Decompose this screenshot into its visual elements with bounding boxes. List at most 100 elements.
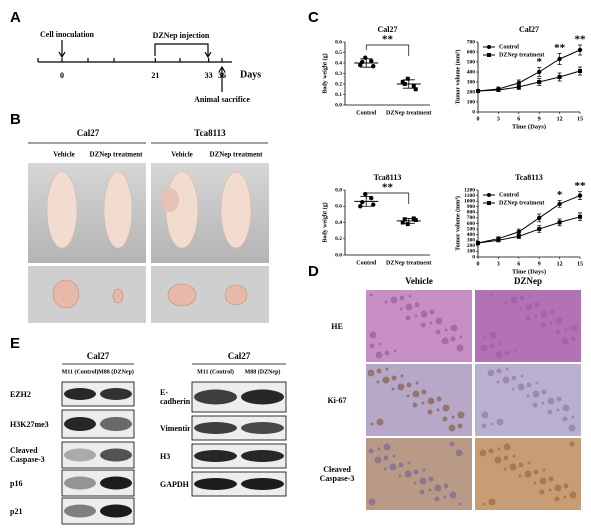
marker	[363, 55, 368, 60]
ihc-texture	[419, 477, 427, 485]
marker	[516, 229, 521, 235]
blot-band	[64, 504, 96, 518]
x-tick-label: 12	[557, 116, 563, 122]
blot-title: Cal27	[228, 351, 251, 361]
row-label: E-cadherin	[160, 388, 190, 406]
legend-marker	[487, 45, 491, 49]
ihc-texture	[494, 456, 502, 464]
y-tick-label: 300	[467, 79, 476, 85]
ihc-texture	[377, 447, 381, 451]
row-label-text: H3K27me3	[10, 419, 49, 429]
ihc-texture	[564, 328, 568, 332]
row-label-text: Ki-67	[327, 395, 347, 405]
y-tick-label: 0.2	[335, 236, 342, 242]
series-line	[477, 216, 581, 244]
blot-band	[100, 417, 132, 431]
row-label-text: E-cadherin	[160, 388, 190, 406]
marker	[557, 56, 562, 62]
y-tick-label: 0.2	[335, 81, 342, 87]
day-label: 0	[60, 71, 64, 80]
ihc-texture	[406, 382, 412, 388]
panel-label: A	[10, 9, 21, 26]
significance: **	[382, 34, 394, 46]
legend-marker	[487, 193, 491, 197]
y-tick-label: 0	[472, 254, 475, 260]
ihc-texture	[422, 468, 426, 472]
marker	[557, 75, 562, 79]
ihc-texture	[541, 401, 545, 405]
significance: **	[575, 180, 587, 192]
ihc-texture	[369, 331, 377, 339]
y-tick-label: 0.4	[335, 60, 342, 66]
ihc-texture	[570, 324, 578, 332]
y-tick-label: 400	[467, 69, 476, 75]
row-label-text: EZH2	[10, 389, 31, 399]
ihc-texture	[399, 307, 403, 311]
ihc-texture	[368, 498, 376, 506]
ihc-texture	[368, 448, 374, 454]
ihc-texture	[509, 463, 517, 471]
ihc-texture	[541, 389, 547, 395]
blot-column: M11 (Control)	[197, 368, 234, 375]
ihc-texture	[399, 295, 405, 301]
y-tick-label: 200	[467, 89, 476, 95]
ihc-texture	[548, 488, 552, 492]
row-label: H3K27me3	[10, 419, 49, 429]
ihc-texture	[442, 416, 448, 422]
ihc-texture	[450, 324, 458, 332]
ihc-texture	[556, 408, 560, 412]
y-tick-label: 0.6	[335, 204, 342, 210]
ihc-texture	[527, 461, 531, 465]
ihc-texture	[435, 329, 441, 335]
ihc-texture	[370, 422, 374, 426]
row-label: Cleaved Caspase-3	[10, 446, 45, 464]
ihc-texture	[407, 461, 411, 465]
marker	[476, 241, 480, 246]
ihc-texture	[503, 455, 509, 461]
ihc-texture	[479, 449, 487, 457]
row-label: H3	[160, 452, 170, 461]
ihc-texture	[457, 423, 463, 429]
marker	[578, 69, 582, 73]
row-label-text: Cleaved Caspase-3	[10, 446, 45, 464]
blot-column: M11 (Control)	[62, 368, 99, 375]
y-tick-label: 1200	[464, 187, 475, 193]
y-tick-label: 700	[467, 39, 476, 45]
ihc-texture	[554, 496, 560, 502]
ihc-texture	[427, 409, 433, 415]
marker	[402, 217, 407, 222]
y-tick-label: 1100	[464, 193, 475, 199]
y-tick-label: 700	[467, 215, 476, 221]
error-bar	[360, 58, 373, 68]
ihc-texture	[511, 375, 517, 381]
marker	[476, 89, 480, 93]
blot-band	[64, 417, 96, 431]
timeline	[37, 40, 232, 92]
marker	[557, 201, 562, 207]
ihc-texture	[563, 483, 569, 489]
marker	[369, 195, 374, 201]
ihc-texture	[554, 484, 562, 492]
y-tick-label: 1000	[464, 198, 475, 204]
ihc-texture	[503, 443, 511, 451]
blot-band	[241, 450, 284, 462]
panel-label: D	[308, 263, 319, 280]
ihc-texture	[517, 383, 525, 391]
y-tick-label: 0.0	[335, 252, 342, 258]
ihc-texture	[398, 474, 402, 478]
column-label: Vehicle	[53, 151, 75, 159]
x-tick-label: 9	[538, 261, 541, 267]
ihc-texture	[429, 321, 433, 325]
ihc-texture	[571, 415, 575, 419]
timeline-days: 0 21 33 36	[60, 58, 226, 80]
marker	[400, 79, 405, 84]
y-tick-label: 0.1	[335, 92, 342, 98]
ihc-image	[366, 364, 472, 436]
ihc-texture	[389, 463, 397, 471]
ihc-texture	[420, 310, 428, 318]
ihc-texture	[482, 502, 486, 506]
blot-band	[241, 422, 284, 434]
x-tick-label: 9	[538, 116, 541, 122]
ihc-texture	[376, 418, 384, 426]
legend-marker	[487, 201, 491, 205]
